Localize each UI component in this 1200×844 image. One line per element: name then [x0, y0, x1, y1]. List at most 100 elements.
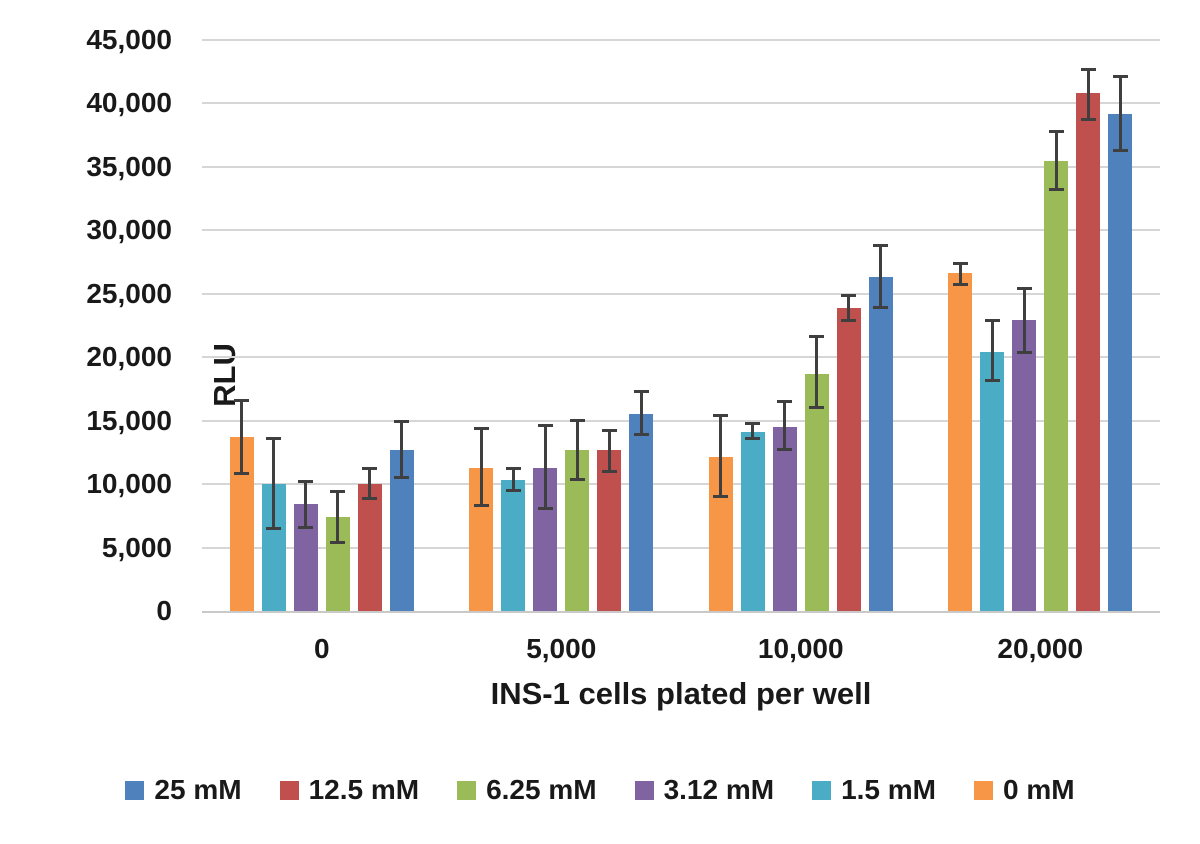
x-tick-label: 10,000	[757, 633, 844, 664]
error-bar	[575, 420, 579, 480]
error-bar-cap	[1048, 129, 1064, 133]
error-bar	[543, 425, 547, 509]
error-bar-cap	[633, 433, 649, 437]
error-bar	[240, 400, 244, 474]
error-bar-cap	[537, 506, 553, 510]
error-bar	[751, 423, 755, 439]
error-bar-cap	[330, 540, 346, 544]
error-bar-cap	[633, 389, 649, 393]
error-bar-cap	[809, 406, 825, 410]
error-bar-cap	[394, 476, 410, 480]
legend-item-312mM: 3.12 mM	[634, 774, 775, 805]
y-tick-label: 40,000	[86, 87, 172, 119]
gridline	[202, 483, 1160, 486]
error-bar-cap	[266, 527, 282, 531]
gridline	[202, 39, 1160, 41]
error-bar-cap	[745, 421, 761, 425]
legend-label: 25 mM	[154, 774, 242, 805]
error-bar-cap	[841, 318, 857, 322]
legend-swatch	[125, 780, 145, 800]
bar-625mM-10000	[804, 373, 829, 611]
error-bar	[1086, 69, 1090, 120]
bar-15mM-10000	[740, 432, 765, 611]
error-bar	[336, 491, 340, 543]
error-bar-cap	[713, 414, 729, 418]
error-bar-cap	[473, 426, 489, 430]
error-bar-cap	[1080, 118, 1096, 122]
bar-125mM-20000	[1076, 93, 1101, 611]
legend-item-125mM: 12.5 mM	[279, 776, 419, 804]
error-bar	[511, 468, 515, 491]
bar-312mM-20000	[1012, 320, 1037, 611]
error-bar-cap	[1016, 350, 1032, 354]
error-bar-cap	[505, 488, 521, 492]
error-bar	[719, 415, 723, 497]
error-bar	[958, 263, 962, 285]
gridline	[202, 229, 1160, 232]
error-bar	[1022, 288, 1026, 353]
error-bar-cap	[569, 419, 585, 423]
legend-swatch	[974, 780, 993, 800]
error-bar	[1054, 131, 1058, 190]
legend-item-0mM: 0 mM	[974, 776, 1075, 804]
y-tick-label: 20,000	[86, 341, 172, 373]
error-bar-cap	[1016, 287, 1032, 291]
error-bar-cap	[713, 495, 729, 499]
error-bar	[783, 401, 787, 450]
x-tick-label: 0	[313, 633, 330, 664]
bar-125mM-10000	[836, 307, 861, 611]
bar-25mM-5000	[629, 414, 654, 611]
gridline	[202, 419, 1160, 422]
error-bar-cap	[394, 420, 410, 424]
error-bar-cap	[1080, 67, 1096, 71]
error-bar-cap	[1112, 148, 1128, 152]
error-bar-cap	[569, 477, 585, 481]
legend-label: 6.25 mM	[486, 774, 597, 805]
gridline	[202, 292, 1160, 295]
error-bar-cap	[601, 429, 617, 433]
gridline	[202, 102, 1160, 105]
legend-item-625mM: 6.25 mM	[457, 776, 597, 804]
error-bar	[847, 295, 851, 321]
error-bar-cap	[266, 436, 282, 440]
legend-label: 3.12 mM	[663, 774, 775, 805]
error-bar-cap	[1112, 75, 1128, 79]
error-bar	[304, 481, 308, 528]
legend-swatch	[457, 780, 477, 800]
y-tick-label: 0	[156, 595, 172, 626]
bar-625mM-20000	[1044, 160, 1069, 611]
gridline	[202, 356, 1160, 359]
error-bar-cap	[984, 318, 1000, 322]
legend-item-15mM: 1.5 mM	[812, 776, 936, 804]
error-bar-cap	[841, 293, 857, 297]
y-tick-label: 5,000	[101, 531, 172, 563]
error-bar-cap	[745, 436, 761, 440]
error-bar-cap	[873, 306, 889, 310]
bar-312mM-10000	[772, 427, 797, 611]
y-tick-label: 35,000	[86, 150, 172, 182]
plot-area: RLU	[202, 39, 1160, 613]
error-bar-cap	[234, 472, 250, 476]
y-tick-label: 10,000	[86, 468, 172, 500]
error-bar-cap	[1048, 188, 1064, 192]
error-bar	[639, 391, 643, 435]
error-bar-cap	[952, 283, 968, 287]
error-bar-cap	[777, 400, 793, 404]
bar-25mM-20000	[1108, 113, 1133, 611]
error-bar-cap	[984, 378, 1000, 382]
error-bar-cap	[362, 496, 378, 500]
error-bar-cap	[298, 525, 314, 529]
error-bar-cap	[330, 490, 346, 494]
error-bar-cap	[809, 335, 825, 339]
error-bar	[1118, 76, 1122, 151]
error-bar-cap	[505, 467, 521, 471]
error-bar-cap	[873, 244, 889, 248]
legend-item-25mM: 25 mM	[125, 774, 242, 805]
legend-label: 1.5 mM	[841, 774, 936, 805]
x-axis-title: INS-1 cells plated per well	[490, 676, 872, 711]
legend: 25 mM 12.5 mM 6.25 mM 3.12 mM 1.5 mM 0 mM	[0, 770, 1200, 810]
legend-swatch	[279, 780, 299, 800]
error-bar-cap	[601, 469, 617, 473]
y-tick-label: 45,000	[86, 24, 172, 55]
